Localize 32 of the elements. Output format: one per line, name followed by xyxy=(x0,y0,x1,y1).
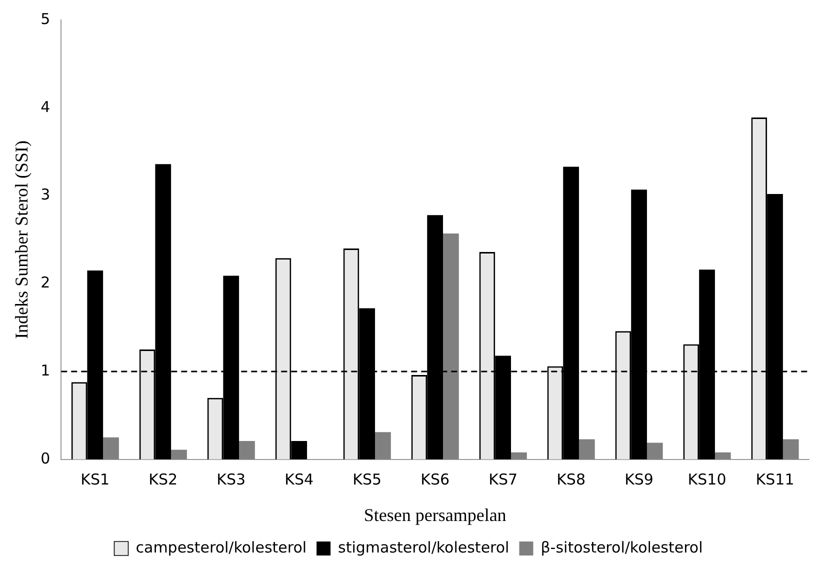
x-tick-label: KS1 xyxy=(80,470,110,488)
y-tick-label: 3 xyxy=(40,186,50,204)
x-axis-title: Stesen persampelan xyxy=(364,504,506,525)
x-tick-label: KS9 xyxy=(624,470,654,488)
y-axis-title: Indeks Sumber Sterol (SSI) xyxy=(12,140,32,339)
x-tick-label: KS6 xyxy=(420,470,450,488)
y-tick-label: 2 xyxy=(40,274,50,292)
bar xyxy=(782,439,799,460)
bar xyxy=(239,440,255,460)
x-tick-label: KS7 xyxy=(488,470,518,488)
x-tick-label: KS11 xyxy=(756,470,794,488)
y-tick-label: 0 xyxy=(40,449,50,468)
x-tick-label: KS3 xyxy=(216,470,246,488)
x-tick-label: KS8 xyxy=(556,470,586,488)
y-tick-label: 4 xyxy=(40,98,50,116)
bar xyxy=(714,452,731,460)
legend-label: β-sitosterol/kolesterol xyxy=(540,538,703,556)
y-tick-label: 1 xyxy=(40,361,50,380)
y-tick-label: 5 xyxy=(40,10,50,28)
bar xyxy=(103,437,119,460)
legend-label: stigmasterol/kolesterol xyxy=(338,538,510,556)
x-tick-label: KS5 xyxy=(352,470,382,488)
bar xyxy=(375,432,391,460)
bar xyxy=(578,439,595,460)
bar xyxy=(443,234,459,460)
x-tick-label: KS2 xyxy=(148,470,178,488)
bar xyxy=(646,442,663,460)
bar xyxy=(171,450,187,460)
x-tick-label: KS4 xyxy=(284,470,314,488)
legend-label: campesterol/kolesterol xyxy=(136,538,307,556)
x-tick-label: KS10 xyxy=(688,470,726,488)
bar xyxy=(510,452,527,460)
